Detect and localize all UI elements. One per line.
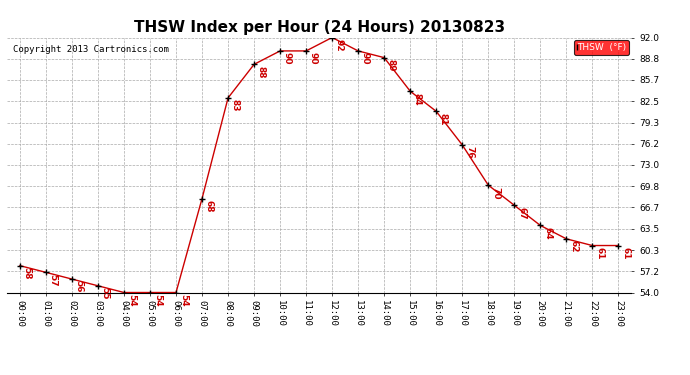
Text: 92: 92 bbox=[335, 39, 344, 51]
Text: 54: 54 bbox=[179, 294, 188, 306]
Text: 61: 61 bbox=[621, 247, 630, 259]
Text: 54: 54 bbox=[152, 294, 161, 306]
Text: 55: 55 bbox=[101, 287, 110, 300]
Text: 62: 62 bbox=[569, 240, 578, 253]
Text: 81: 81 bbox=[439, 113, 448, 125]
Text: 90: 90 bbox=[309, 52, 318, 65]
Text: 67: 67 bbox=[517, 207, 526, 219]
Title: THSW Index per Hour (24 Hours) 20130823: THSW Index per Hour (24 Hours) 20130823 bbox=[134, 20, 504, 35]
Legend: THSW  (°F): THSW (°F) bbox=[574, 40, 629, 55]
Text: 54: 54 bbox=[127, 294, 136, 306]
Text: Copyright 2013 Cartronics.com: Copyright 2013 Cartronics.com bbox=[13, 45, 169, 54]
Text: 76: 76 bbox=[465, 146, 474, 159]
Text: 68: 68 bbox=[205, 200, 214, 213]
Text: 88: 88 bbox=[257, 66, 266, 78]
Text: 83: 83 bbox=[231, 99, 240, 112]
Text: 56: 56 bbox=[75, 280, 83, 293]
Text: 90: 90 bbox=[361, 52, 370, 65]
Text: 57: 57 bbox=[49, 274, 58, 286]
Text: 61: 61 bbox=[595, 247, 604, 259]
Text: 90: 90 bbox=[283, 52, 292, 65]
Text: 70: 70 bbox=[491, 186, 500, 199]
Text: 84: 84 bbox=[413, 93, 422, 105]
Text: 89: 89 bbox=[387, 59, 396, 72]
Text: 58: 58 bbox=[23, 267, 32, 279]
Text: 64: 64 bbox=[543, 227, 552, 239]
